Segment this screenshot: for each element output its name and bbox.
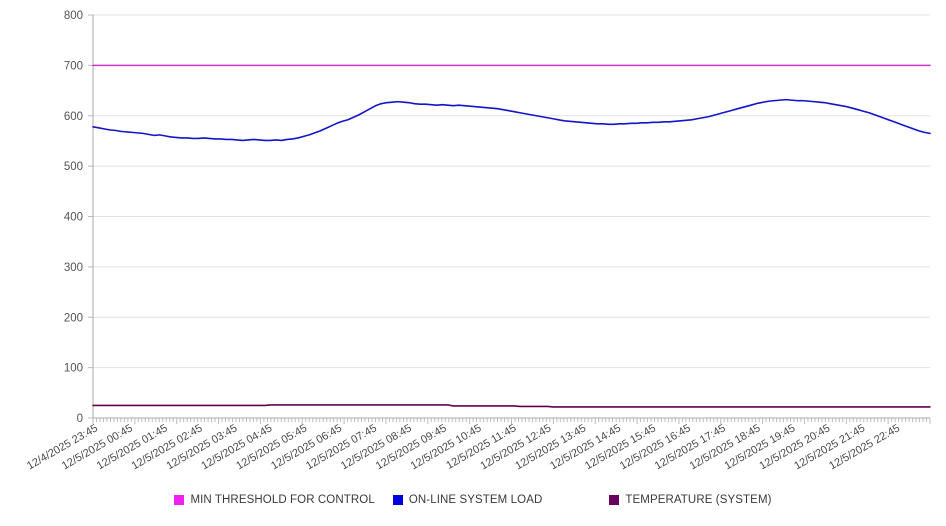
series-line bbox=[92, 404, 931, 408]
series-line bbox=[92, 98, 931, 142]
y-axis-group: 0 100 200 300 400 500 600 700 800 bbox=[64, 10, 94, 425]
y-axis-tick-label: 800 bbox=[64, 10, 83, 22]
legend-swatch-on-line-system-load bbox=[392, 495, 403, 505]
y-axis-tick-label: 500 bbox=[64, 161, 83, 173]
chart-legend: MIN THRESHOLD FOR CONTROL ON-LINE SYSTEM… bbox=[0, 494, 946, 506]
legend-item-min-threshold-for-control[interactable]: MIN THRESHOLD FOR CONTROL bbox=[174, 494, 375, 506]
legend-item-temperature-system[interactable]: TEMPERATURE (SYSTEM) bbox=[609, 494, 771, 506]
y-axis-tick-label: 200 bbox=[64, 312, 83, 324]
y-axis-tick-label: 300 bbox=[64, 262, 83, 274]
legend-item-on-line-system-load[interactable]: ON-LINE SYSTEM LOAD bbox=[392, 494, 543, 506]
y-axis-tick-label: 600 bbox=[64, 111, 83, 123]
y-axis-tick-label: 400 bbox=[64, 212, 83, 224]
gridlines-group bbox=[93, 14, 930, 369]
legend-label-temperature-system: TEMPERATURE (SYSTEM) bbox=[625, 494, 772, 506]
legend-label-on-line-system-load: ON-LINE SYSTEM LOAD bbox=[408, 494, 543, 506]
x-axis-group bbox=[92, 417, 931, 424]
y-axis-tick-label: 100 bbox=[64, 363, 83, 375]
legend-swatch-temperature-system bbox=[609, 495, 620, 505]
legend-swatch-min-threshold-for-control bbox=[174, 495, 185, 505]
y-axis-tick-label: 0 bbox=[77, 413, 83, 425]
series-group bbox=[92, 64, 931, 408]
y-axis-tick-label: 700 bbox=[64, 60, 83, 72]
legend-label-min-threshold-for-control: MIN THRESHOLD FOR CONTROL bbox=[190, 494, 375, 506]
